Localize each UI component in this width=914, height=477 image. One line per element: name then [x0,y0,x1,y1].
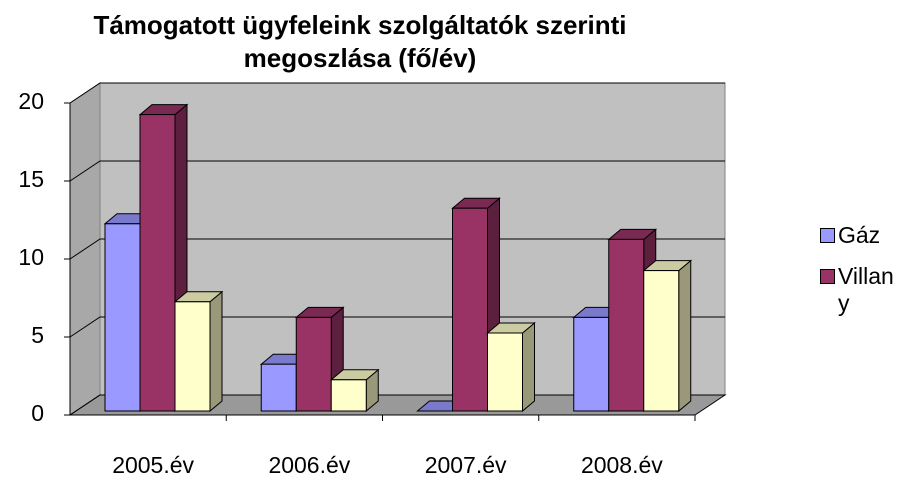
bar [329,368,380,413]
legend-label: Gáz [838,222,881,248]
bar [486,321,536,413]
chart-title: Támogatott ügyfeleink szolgáltatók szeri… [93,10,626,40]
bar-side [678,259,692,413]
x-tick-label: 2005.év [112,452,194,477]
y-tick-label: 15 [18,166,44,192]
legend-label: Villany [838,263,894,316]
bar-front [487,332,523,412]
bar-front [573,316,610,412]
bar-front [260,363,297,412]
y-tick-label: 5 [31,322,44,348]
bar-side [209,290,223,413]
bar-front [174,301,211,412]
x-tick-label: 2006.év [268,452,350,477]
bar-front [330,379,367,412]
legend: Gáz Villany [820,222,902,331]
bar-front [643,270,680,412]
bar-front [452,207,488,412]
bar-front [608,238,645,412]
bar-front [139,114,176,412]
bar [642,259,693,413]
y-tick-label: 10 [18,244,44,270]
grid-line [69,82,725,104]
grid-line [69,238,725,260]
bar [173,290,224,413]
legend-swatch [820,269,835,284]
bar-side [522,321,535,413]
y-tick-label: 0 [31,400,44,426]
grid-line [69,316,725,338]
x-tick-label: 2008.év [581,452,663,477]
bar-front [295,316,332,412]
bar [294,306,345,413]
grid-line [69,160,725,182]
bar-front [104,223,141,412]
legend-item: Villany [820,263,902,317]
y-tick-label: 20 [18,88,44,114]
legend-swatch [820,228,835,243]
legend-item: Gáz [820,222,902,249]
x-tick-label: 2007.év [425,452,507,477]
chart-title: megoszlása (fő/év) [244,43,477,73]
